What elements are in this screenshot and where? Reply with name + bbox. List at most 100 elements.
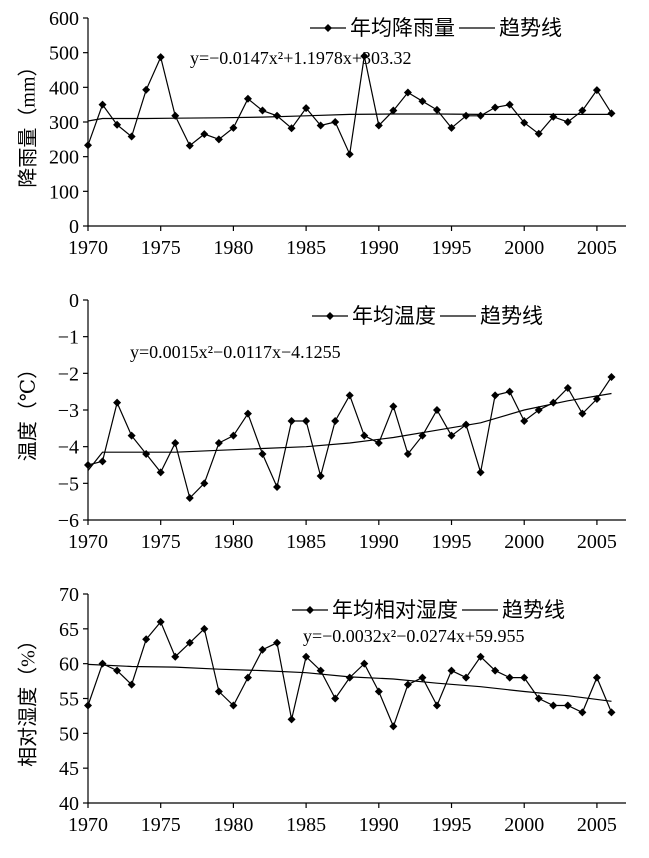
data-point — [607, 109, 616, 118]
y-tick-label: 55 — [59, 689, 79, 711]
data-point — [462, 420, 471, 429]
data-point — [403, 450, 412, 458]
x-tick-label: 2000 — [504, 814, 544, 836]
data-point — [287, 417, 296, 425]
data-point — [491, 666, 500, 675]
chart-panel-1: 0 100 200 300 400 500 600 1970 1975 1980 1985 1990 1… — [17, 8, 626, 259]
data-point — [418, 431, 427, 440]
data-point — [360, 659, 369, 668]
data-point — [563, 701, 572, 710]
data-point — [229, 701, 238, 710]
data-point — [534, 129, 543, 138]
data-point — [214, 687, 223, 696]
data-point — [520, 118, 529, 127]
y-tick-label: 65 — [59, 619, 79, 641]
legend-series-label: 年均温度 — [352, 304, 436, 328]
data-point — [476, 652, 485, 661]
legend-series-label: 年均降雨量 — [350, 16, 455, 40]
data-point — [447, 123, 456, 132]
x-tick-label: 1970 — [68, 531, 108, 553]
data-point — [534, 406, 543, 414]
data-point — [592, 395, 601, 403]
data-point — [287, 715, 296, 724]
data-point — [403, 680, 412, 689]
data-point — [171, 439, 180, 447]
data-point — [171, 111, 180, 120]
legend: 年均温度 趋势线 — [312, 304, 543, 328]
data-point — [331, 118, 340, 126]
trend-line — [87, 392, 612, 471]
x-tick-label: 1985 — [286, 237, 326, 259]
data-point — [374, 439, 383, 447]
data-point — [243, 409, 252, 418]
data-point — [418, 673, 427, 682]
y-axis-title: 降雨量（mm） — [17, 56, 40, 187]
y-tick-label: −1 — [58, 327, 79, 349]
y-tick-label: 400 — [49, 77, 79, 99]
data-point — [331, 417, 340, 425]
x-tick-label: 1995 — [432, 237, 472, 259]
y-axis-title: 温度（℃） — [17, 359, 40, 461]
data-point — [156, 53, 165, 62]
data-point — [302, 104, 311, 113]
x-tick-label: 1980 — [213, 237, 253, 259]
data-point — [549, 112, 558, 121]
x-tick-label: 1995 — [432, 531, 472, 553]
legend: 年均相对湿度 趋势线 — [292, 598, 565, 622]
data-point — [98, 659, 107, 668]
data-point — [360, 52, 369, 61]
x-tick-label: 1970 — [68, 814, 108, 836]
data-point — [491, 391, 500, 400]
x-tick-label: 2000 — [504, 237, 544, 259]
data-point — [563, 384, 572, 392]
y-tick-label: −3 — [58, 400, 79, 422]
data-point — [331, 694, 340, 703]
data-point — [607, 373, 616, 381]
data-point — [127, 680, 136, 689]
data-point — [462, 111, 471, 120]
data-point — [142, 450, 151, 458]
data-point — [273, 483, 282, 491]
data-point — [345, 673, 354, 682]
y-tick-label: 0 — [69, 290, 79, 312]
data-point — [316, 121, 325, 130]
data-point — [84, 461, 92, 469]
legend-trend-label: 趋势线 — [502, 598, 565, 622]
data-point — [374, 121, 383, 130]
data-point — [592, 86, 601, 95]
data-point — [258, 450, 267, 458]
y-tick-label: 300 — [49, 112, 79, 134]
data-point — [98, 457, 107, 466]
x-tick-label: 1990 — [359, 814, 399, 836]
data-point — [316, 472, 325, 480]
data-point — [592, 673, 601, 682]
data-point — [273, 111, 282, 120]
data-point — [418, 97, 427, 106]
data-point — [185, 494, 194, 502]
data-point — [505, 387, 514, 396]
data-point — [432, 105, 441, 114]
data-point — [214, 135, 223, 144]
legend-series-marker — [324, 24, 332, 32]
data-point — [214, 439, 223, 447]
data-point — [127, 132, 136, 141]
data-point — [505, 673, 514, 682]
data-point — [563, 118, 572, 126]
data-point — [432, 701, 441, 710]
y-tick-label: −4 — [58, 437, 79, 459]
x-tick-label: 1985 — [286, 531, 326, 553]
data-point — [345, 391, 354, 400]
data-point — [447, 666, 456, 675]
data-point — [520, 417, 529, 425]
x-tick-label: 1990 — [359, 237, 399, 259]
x-tick-label: 1980 — [213, 531, 253, 553]
data-point — [156, 468, 165, 477]
data-point — [360, 431, 369, 440]
data-point — [84, 701, 92, 710]
y-tick-label: 200 — [49, 147, 79, 169]
y-tick-label: 50 — [59, 723, 79, 745]
data-point — [389, 722, 398, 731]
data-point — [389, 106, 398, 115]
data-point — [142, 85, 151, 94]
